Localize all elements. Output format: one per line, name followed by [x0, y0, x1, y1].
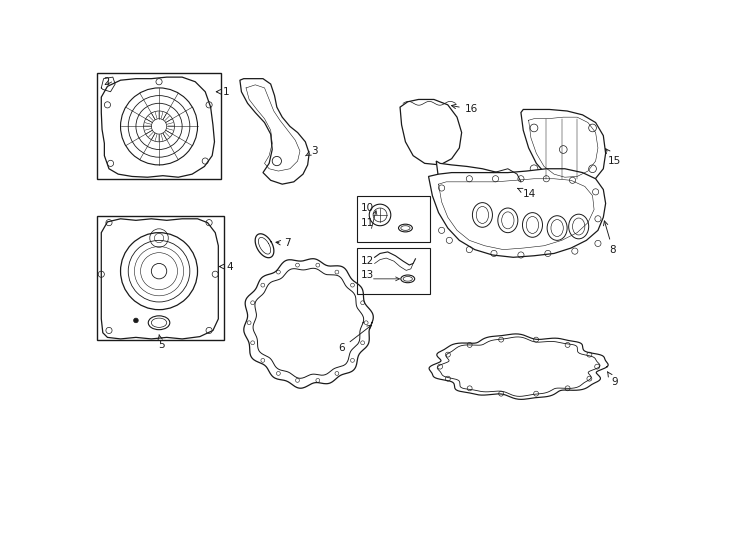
Bar — [98, 215, 225, 340]
Text: 11: 11 — [361, 218, 374, 228]
Circle shape — [134, 318, 138, 323]
Text: 12: 12 — [361, 256, 374, 266]
Polygon shape — [521, 110, 606, 186]
Text: 6: 6 — [338, 325, 371, 353]
Text: 7: 7 — [276, 239, 291, 248]
Text: 9: 9 — [608, 372, 617, 387]
Text: 16: 16 — [451, 104, 478, 114]
Text: 2: 2 — [103, 77, 110, 87]
Polygon shape — [429, 169, 606, 257]
Text: 4: 4 — [219, 261, 233, 272]
Text: 10: 10 — [361, 204, 374, 213]
Polygon shape — [240, 79, 309, 184]
Bar — [357, 248, 430, 294]
Text: 1: 1 — [217, 87, 230, 97]
Text: 15: 15 — [606, 148, 621, 166]
Polygon shape — [400, 99, 462, 165]
Polygon shape — [101, 219, 218, 339]
Bar — [98, 72, 221, 179]
Text: 3: 3 — [305, 146, 317, 156]
Polygon shape — [101, 77, 214, 177]
Text: 5: 5 — [158, 335, 164, 350]
Text: 13: 13 — [361, 271, 374, 280]
Text: 8: 8 — [603, 221, 616, 254]
Bar — [357, 195, 430, 242]
Polygon shape — [436, 161, 519, 225]
Text: 14: 14 — [517, 188, 537, 199]
